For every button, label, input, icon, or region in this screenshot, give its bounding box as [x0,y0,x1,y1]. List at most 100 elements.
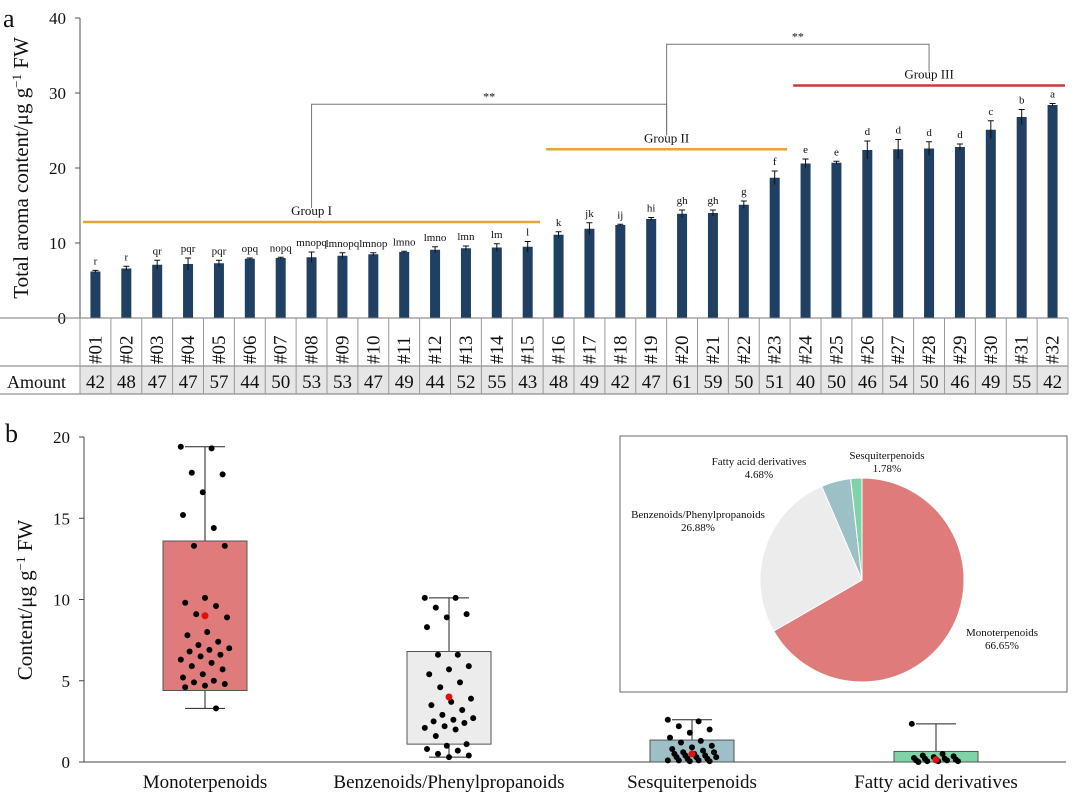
bar [707,213,718,318]
x-category-label: #08 [302,336,323,365]
data-point [700,747,706,754]
x-category-label: #18 [610,336,631,365]
significance-letter: gh [677,195,689,207]
data-point [915,759,922,765]
x-category-label: #05 [209,336,230,365]
y-tick-label: 40 [49,9,66,28]
x-category-label: #20 [672,336,693,365]
data-point [432,604,439,611]
amount-value: 47 [179,372,198,393]
data-point [443,614,450,621]
x-category-label: #09 [332,336,353,365]
x-category-label: #07 [271,336,292,365]
significance-letter: a [1050,89,1055,101]
data-point [202,594,208,601]
data-point [457,679,463,686]
amount-value: 42 [611,372,630,393]
y-axis-title: Total aroma content/μg g−1 FW [9,37,34,299]
group-label: Group I [291,203,332,218]
significance-bracket [666,43,930,136]
data-point [182,599,189,606]
x-category-label: #16 [549,336,570,365]
data-point [219,666,226,673]
amount-value: 44 [240,372,260,393]
data-point [210,677,217,684]
significance-letter: lmn [457,231,475,243]
significance-letter: d [865,126,871,138]
mean-point [688,750,696,758]
data-point [432,733,439,739]
bar [368,254,379,318]
x-category-label: #32 [1043,336,1064,365]
amount-value: 47 [148,372,167,393]
bar [553,234,564,318]
data-point [461,720,468,726]
data-point [213,603,219,609]
data-point [711,749,717,756]
data-point [468,695,474,702]
data-point [450,716,457,723]
data-point [208,659,215,666]
data-point [908,720,915,727]
bar [491,247,502,318]
amount-value: 40 [796,372,815,393]
amount-value: 50 [827,372,846,393]
significance-letter: jk [584,208,594,220]
bar [1047,105,1058,318]
data-point [199,671,206,678]
bar [1016,117,1027,318]
pie-slice-percent: 1.78% [873,463,901,475]
x-category-label: #28 [919,336,940,365]
significance-letter: l [526,227,529,239]
x-category-label: #27 [888,336,909,365]
mean-point [932,756,940,764]
amount-value: 44 [426,372,446,393]
data-point [441,723,448,730]
data-point [675,723,682,730]
significance-letter: e [834,146,839,158]
data-point [465,752,472,759]
x-category-label: #02 [116,336,137,365]
significance-letter: b [1019,95,1025,107]
amount-value: 61 [673,372,692,393]
amount-value: 50 [920,372,939,393]
data-point [188,469,195,476]
data-point [708,742,715,749]
amount-value: 42 [1043,372,1062,393]
data-point [213,705,219,712]
amount-value: 47 [642,372,661,393]
data-point [470,715,477,722]
data-point [191,679,197,686]
bar [337,255,348,318]
significance-letter: c [988,106,993,118]
x-category-label: #12 [425,336,446,365]
x-category-label: #25 [826,336,847,365]
y-tick-label: 10 [53,591,70,610]
x-category-label: #29 [950,336,971,365]
amount-value: 55 [1012,372,1031,393]
y-tick-label: 15 [53,509,70,528]
amount-value: 54 [889,372,909,393]
bar [924,148,935,318]
data-point [686,758,693,765]
data-point [465,663,472,670]
bar [213,263,224,318]
x-category-label: #17 [579,336,600,365]
data-point [689,744,695,751]
amount-label-cell [0,366,80,394]
data-point [435,651,441,658]
data-point [459,707,466,713]
significance-letter: lmno [424,232,447,244]
x-category-label: #13 [456,336,477,365]
amount-value: 53 [302,372,321,393]
data-point [177,656,184,663]
data-point [675,757,682,764]
significance-letter: ij [617,209,623,221]
significance-letter: gh [707,195,719,207]
data-point [678,739,684,746]
bar [615,225,626,318]
bar [893,149,904,318]
data-point [667,734,673,741]
data-point [219,471,226,478]
